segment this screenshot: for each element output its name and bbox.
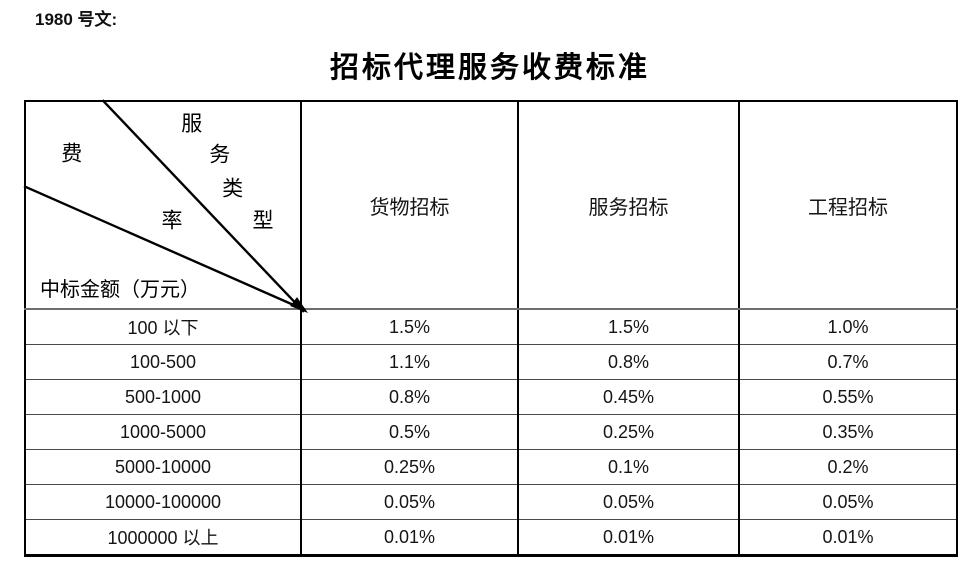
cell-value: 0.05% xyxy=(738,484,958,520)
table-row: 100 以下 1.5% 1.5% 1.0% xyxy=(24,308,958,345)
corner-type-char-3: 类 xyxy=(222,176,244,201)
row-label: 100 以下 xyxy=(24,308,302,345)
cell-value: 1.5% xyxy=(517,308,740,345)
diagonal-divider-lines xyxy=(23,99,308,313)
corner-amount-label: 中标金额（万元） xyxy=(40,279,200,301)
row-label: 500-1000 xyxy=(24,379,302,415)
cell-value: 0.8% xyxy=(300,379,519,415)
cell-value: 0.05% xyxy=(517,484,740,520)
table-row: 1000-5000 0.5% 0.25% 0.35% xyxy=(24,414,958,450)
cell-value: 0.05% xyxy=(300,484,519,520)
cell-value: 0.45% xyxy=(517,379,740,415)
row-label: 100-500 xyxy=(24,344,302,380)
cell-value: 0.35% xyxy=(738,414,958,450)
table-row: 5000-10000 0.25% 0.1% 0.2% xyxy=(24,449,958,485)
cell-value: 0.01% xyxy=(738,519,958,556)
cell-value: 1.0% xyxy=(738,308,958,345)
cell-value: 0.8% xyxy=(517,344,740,380)
row-label: 1000000 以上 xyxy=(24,519,302,556)
cell-value: 0.01% xyxy=(517,519,740,556)
cell-value: 0.01% xyxy=(300,519,519,556)
cell-value: 0.7% xyxy=(738,344,958,380)
row-label: 5000-10000 xyxy=(24,449,302,485)
cell-value: 0.25% xyxy=(300,449,519,485)
table-row: 100-500 1.1% 0.8% 0.7% xyxy=(24,344,958,380)
arrowhead-icon xyxy=(290,297,308,313)
col-header-goods: 货物招标 xyxy=(300,100,519,310)
corner-type-char-4: 型 xyxy=(252,208,274,233)
cell-value: 1.5% xyxy=(300,308,519,345)
table-row: 500-1000 0.8% 0.45% 0.55% xyxy=(24,379,958,415)
fee-table: 费 率 服 务 类 型 中标金额（万元） 货物招标 服务招标 工程招标 100 … xyxy=(23,99,958,557)
cell-value: 0.55% xyxy=(738,379,958,415)
cell-value: 0.5% xyxy=(300,414,519,450)
col-header-works: 工程招标 xyxy=(738,100,958,310)
row-label: 10000-100000 xyxy=(24,484,302,520)
col-header-service: 服务招标 xyxy=(517,100,740,310)
doc-number-label: 1980 号文: xyxy=(35,10,118,29)
cell-value: 1.1% xyxy=(300,344,519,380)
corner-fee-char-2: 率 xyxy=(161,208,183,233)
table-row: 1000000 以上 0.01% 0.01% 0.01% xyxy=(24,519,958,556)
corner-cell: 费 率 服 务 类 型 中标金额（万元） xyxy=(23,99,308,313)
corner-type-char-1: 服 xyxy=(181,111,203,136)
header-row: 费 率 服 务 类 型 中标金额（万元） 货物招标 服务招标 工程招标 xyxy=(23,99,958,313)
row-label: 1000-5000 xyxy=(24,414,302,450)
corner-type-char-2: 务 xyxy=(209,142,231,167)
cell-value: 0.2% xyxy=(738,449,958,485)
corner-fee-char-1: 费 xyxy=(61,141,83,166)
table-row: 10000-100000 0.05% 0.05% 0.05% xyxy=(24,484,958,520)
cell-value: 0.1% xyxy=(517,449,740,485)
cell-value: 0.25% xyxy=(517,414,740,450)
page-title: 招标代理服务收费标准 xyxy=(329,52,650,84)
